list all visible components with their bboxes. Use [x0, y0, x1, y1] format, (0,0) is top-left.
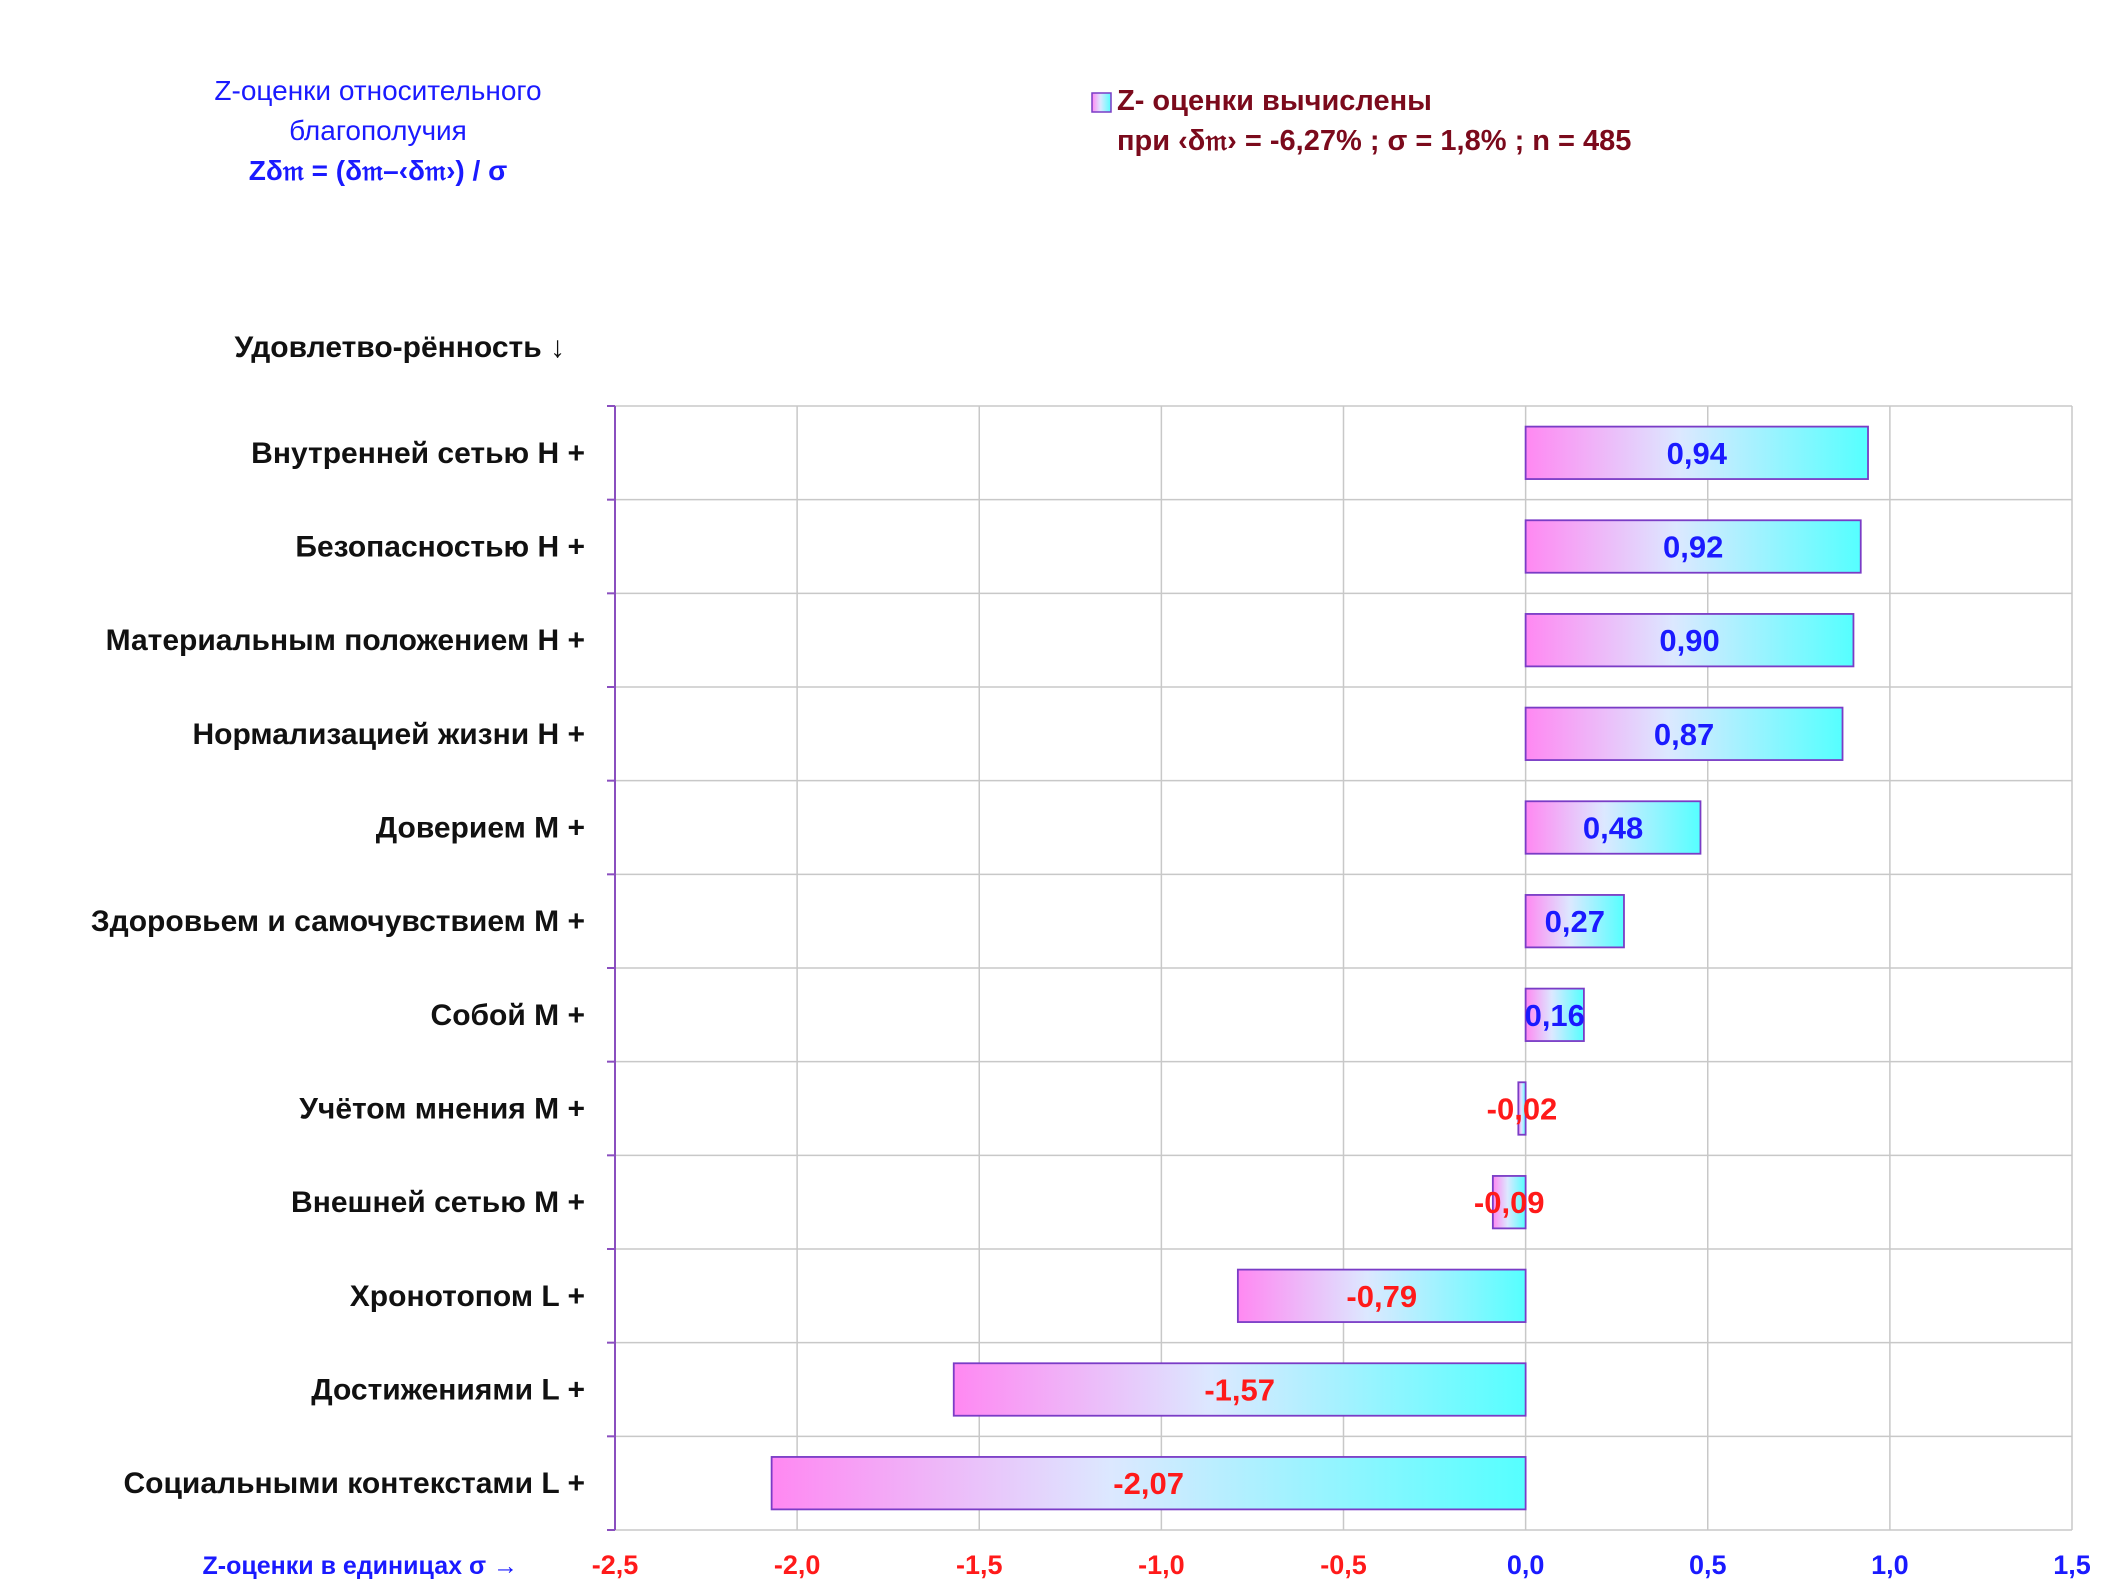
category-label: Материальным положением Н + — [106, 624, 585, 657]
bar — [1491, 1175, 1527, 1230]
y-axis-header: Удовлетво-рённость ↓ — [234, 331, 565, 364]
bar-value-label: 0,90 — [1659, 623, 1719, 658]
category-label: Достижениями L + — [311, 1374, 585, 1407]
x-axis-label: Z-оценки в единицах σ → — [203, 1552, 518, 1580]
legend: Z- оценки вычислены при ‹δ𝔪› = -6,27% ; … — [1091, 85, 1631, 157]
bar-value-label: -2,07 — [1113, 1466, 1184, 1501]
category-label: Учётом мнения М + — [299, 1093, 585, 1126]
bar — [1524, 987, 1585, 1042]
legend-swatch — [1091, 92, 1112, 113]
category-label: Собой М + — [431, 999, 585, 1032]
bar — [1524, 800, 1702, 855]
x-tick-label: 0,0 — [1507, 1550, 1545, 1580]
bar — [1524, 894, 1625, 949]
category-label: Безопасностью Н + — [295, 531, 585, 564]
chart-title-formula: Zδ𝔪 = (δ𝔪–‹δ𝔪›) / σ — [249, 155, 508, 186]
bar — [1236, 1268, 1527, 1323]
x-tick-label: 0,5 — [1689, 1550, 1727, 1580]
category-labels: Внутренней сетью Н + Безопасностью Н + Мат… — [91, 437, 585, 1500]
bar-value-label: 0,92 — [1663, 530, 1723, 565]
legend-series-label: Z- оценки вычислены — [1117, 85, 1432, 117]
bar — [1524, 519, 1862, 574]
bar — [1517, 1081, 1527, 1136]
bar-value-label: -0,79 — [1346, 1279, 1417, 1314]
grid — [607, 405, 2073, 1531]
x-tick-label: -1,0 — [1138, 1550, 1185, 1580]
x-tick-label: -0,5 — [1320, 1550, 1367, 1580]
bar-value-label: -0,02 — [1487, 1092, 1558, 1127]
chart-title-line1: Z-оценки относительного — [214, 75, 541, 106]
bar-value-label: -0,09 — [1474, 1185, 1545, 1220]
category-label: Внешней сетью М + — [291, 1186, 585, 1219]
bar-value-label: 0,94 — [1667, 436, 1728, 471]
legend-params: при ‹δ𝔪› = -6,27% ; σ = 1,8% ; n = 485 — [1117, 125, 1631, 157]
x-tick-label: -1,5 — [956, 1550, 1003, 1580]
bars: 0,94 0,92 0,90 0,87 0,48 0,27 0,16 -0,02 -0,09 -0… — [770, 425, 1869, 1511]
bar-value-label: -1,57 — [1204, 1373, 1275, 1408]
bar — [1524, 425, 1869, 480]
x-tick-label: -2,5 — [592, 1550, 639, 1580]
chart-title-line2: благополучия — [289, 115, 467, 146]
category-label: Хронотопом L + — [350, 1280, 585, 1313]
bar — [952, 1362, 1527, 1417]
bar-value-label: 0,48 — [1583, 811, 1643, 846]
bar — [770, 1456, 1527, 1511]
category-label: Внутренней сетью Н + — [251, 437, 585, 470]
category-label: Нормализацией жизни Н + — [193, 718, 586, 751]
x-tick-label: 1,0 — [1871, 1550, 1909, 1580]
x-tick-labels: -2,5 -2,0 -1,5 -1,0 -0,5 0,0 0,5 1,0 1,5 — [592, 1550, 2091, 1580]
x-tick-label: -2,0 — [774, 1550, 821, 1580]
category-label: Здоровьем и самочувствием М + — [91, 905, 585, 938]
bar-value-label: 0,16 — [1525, 998, 1585, 1033]
bar — [1524, 613, 1855, 668]
bar — [1524, 706, 1844, 761]
category-label: Доверием М + — [376, 812, 585, 845]
x-tick-label: 1,5 — [2053, 1550, 2091, 1580]
category-label: Социальными контекстами L + — [124, 1467, 586, 1500]
bar-value-label: 0,87 — [1654, 717, 1714, 752]
bar-value-label: 0,27 — [1545, 904, 1605, 939]
